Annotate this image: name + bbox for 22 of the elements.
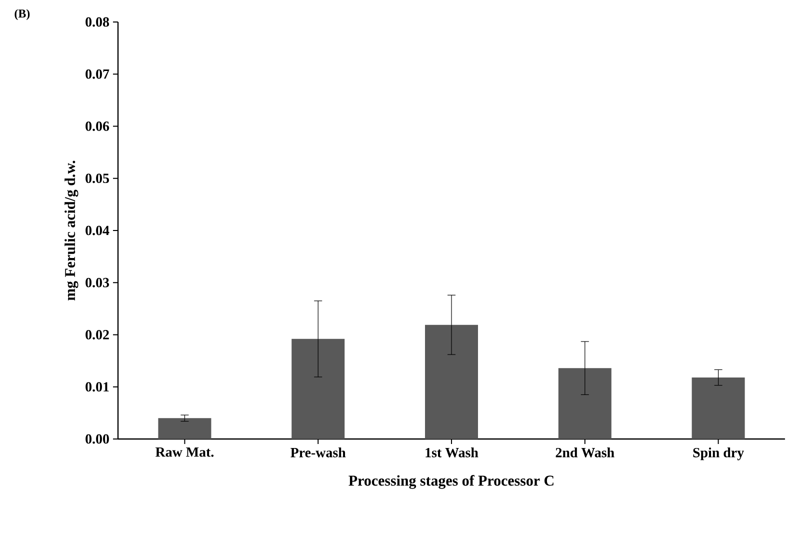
- y-tick-label: 0.07: [86, 69, 110, 79]
- bar: [558, 368, 612, 439]
- y-tick-label: 0.01: [86, 382, 109, 392]
- y-tick-label: 0.08: [86, 17, 110, 27]
- y-tick-label: 0.04: [86, 226, 110, 236]
- bar: [292, 338, 345, 439]
- x-tick-label: 2nd Wash: [556, 448, 614, 458]
- y-tick-label: 0.00: [86, 434, 109, 444]
- y-axis-title: mg Ferulic acid/g d.w.: [64, 160, 78, 300]
- x-axis-title: Processing stages of Processor C: [348, 475, 554, 489]
- x-tick-label: Pre-wash: [290, 448, 346, 458]
- x-tick-label: 1st Wash: [426, 448, 478, 458]
- y-tick-label: 0.06: [86, 122, 110, 131]
- y-tick-label: 0.03: [86, 278, 110, 288]
- bar: [158, 418, 212, 439]
- bar: [692, 377, 745, 439]
- x-tick-label: Raw Mat.: [155, 448, 214, 457]
- bar: [425, 324, 478, 439]
- y-tick-label: 0.05: [86, 174, 109, 184]
- x-tick-label: Spin dry: [693, 448, 744, 460]
- text: (B): [14, 9, 30, 20]
- y-tick-label: 0.02: [86, 330, 109, 340]
